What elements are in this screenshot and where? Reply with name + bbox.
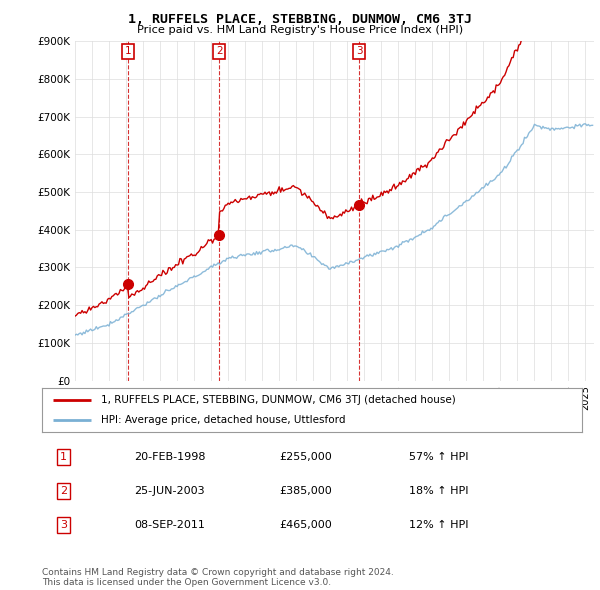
Text: 3: 3: [60, 520, 67, 530]
Text: 3: 3: [356, 47, 362, 57]
Text: 57% ↑ HPI: 57% ↑ HPI: [409, 452, 469, 461]
Text: Price paid vs. HM Land Registry's House Price Index (HPI): Price paid vs. HM Land Registry's House …: [137, 25, 463, 35]
Text: 1, RUFFELS PLACE, STEBBING, DUNMOW, CM6 3TJ (detached house): 1, RUFFELS PLACE, STEBBING, DUNMOW, CM6 …: [101, 395, 456, 405]
Text: Contains HM Land Registry data © Crown copyright and database right 2024.
This d: Contains HM Land Registry data © Crown c…: [42, 568, 394, 587]
Text: 2: 2: [216, 47, 223, 57]
Text: £255,000: £255,000: [280, 452, 332, 461]
Text: 1: 1: [60, 452, 67, 461]
Text: 12% ↑ HPI: 12% ↑ HPI: [409, 520, 469, 530]
Text: £465,000: £465,000: [280, 520, 332, 530]
Text: HPI: Average price, detached house, Uttlesford: HPI: Average price, detached house, Uttl…: [101, 415, 346, 425]
Text: 2: 2: [60, 486, 67, 496]
Text: 25-JUN-2003: 25-JUN-2003: [134, 486, 205, 496]
Text: £385,000: £385,000: [280, 486, 332, 496]
Text: 18% ↑ HPI: 18% ↑ HPI: [409, 486, 469, 496]
Text: 1, RUFFELS PLACE, STEBBING, DUNMOW, CM6 3TJ: 1, RUFFELS PLACE, STEBBING, DUNMOW, CM6 …: [128, 13, 472, 26]
Text: 1: 1: [125, 47, 131, 57]
Text: 20-FEB-1998: 20-FEB-1998: [134, 452, 205, 461]
Text: 08-SEP-2011: 08-SEP-2011: [134, 520, 205, 530]
